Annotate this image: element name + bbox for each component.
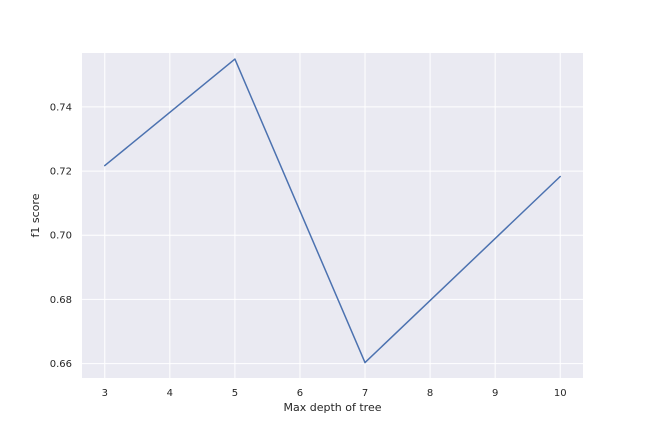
plot-area (82, 53, 583, 378)
y-gridlines (82, 106, 583, 365)
x-tick-label: 4 (167, 388, 173, 399)
y-tick-label: 0.66 (50, 359, 72, 370)
y-tick-label: 0.68 (50, 295, 72, 306)
x-tick-labels: 3 4 5 6 7 8 9 10 (102, 388, 567, 399)
series-layer (104, 58, 561, 364)
x-tick-label: 5 (232, 388, 238, 399)
x-tick-label: 7 (362, 388, 368, 399)
x-tick-label: 8 (427, 388, 433, 399)
x-axis-label: Max depth of tree (284, 401, 382, 414)
y-axis-label: f1 score (29, 193, 42, 237)
series-line (104, 58, 561, 364)
x-tick-label: 9 (492, 388, 498, 399)
y-tick-label: 0.70 (50, 231, 72, 242)
y-tick-labels: 0.66 0.68 0.70 0.72 0.74 (50, 102, 72, 370)
x-tick-label: 3 (102, 388, 108, 399)
y-tick-label: 0.72 (50, 167, 72, 178)
y-tick-label: 0.74 (50, 102, 72, 113)
x-tick-label: 10 (554, 388, 567, 399)
x-tick-label: 6 (297, 388, 303, 399)
